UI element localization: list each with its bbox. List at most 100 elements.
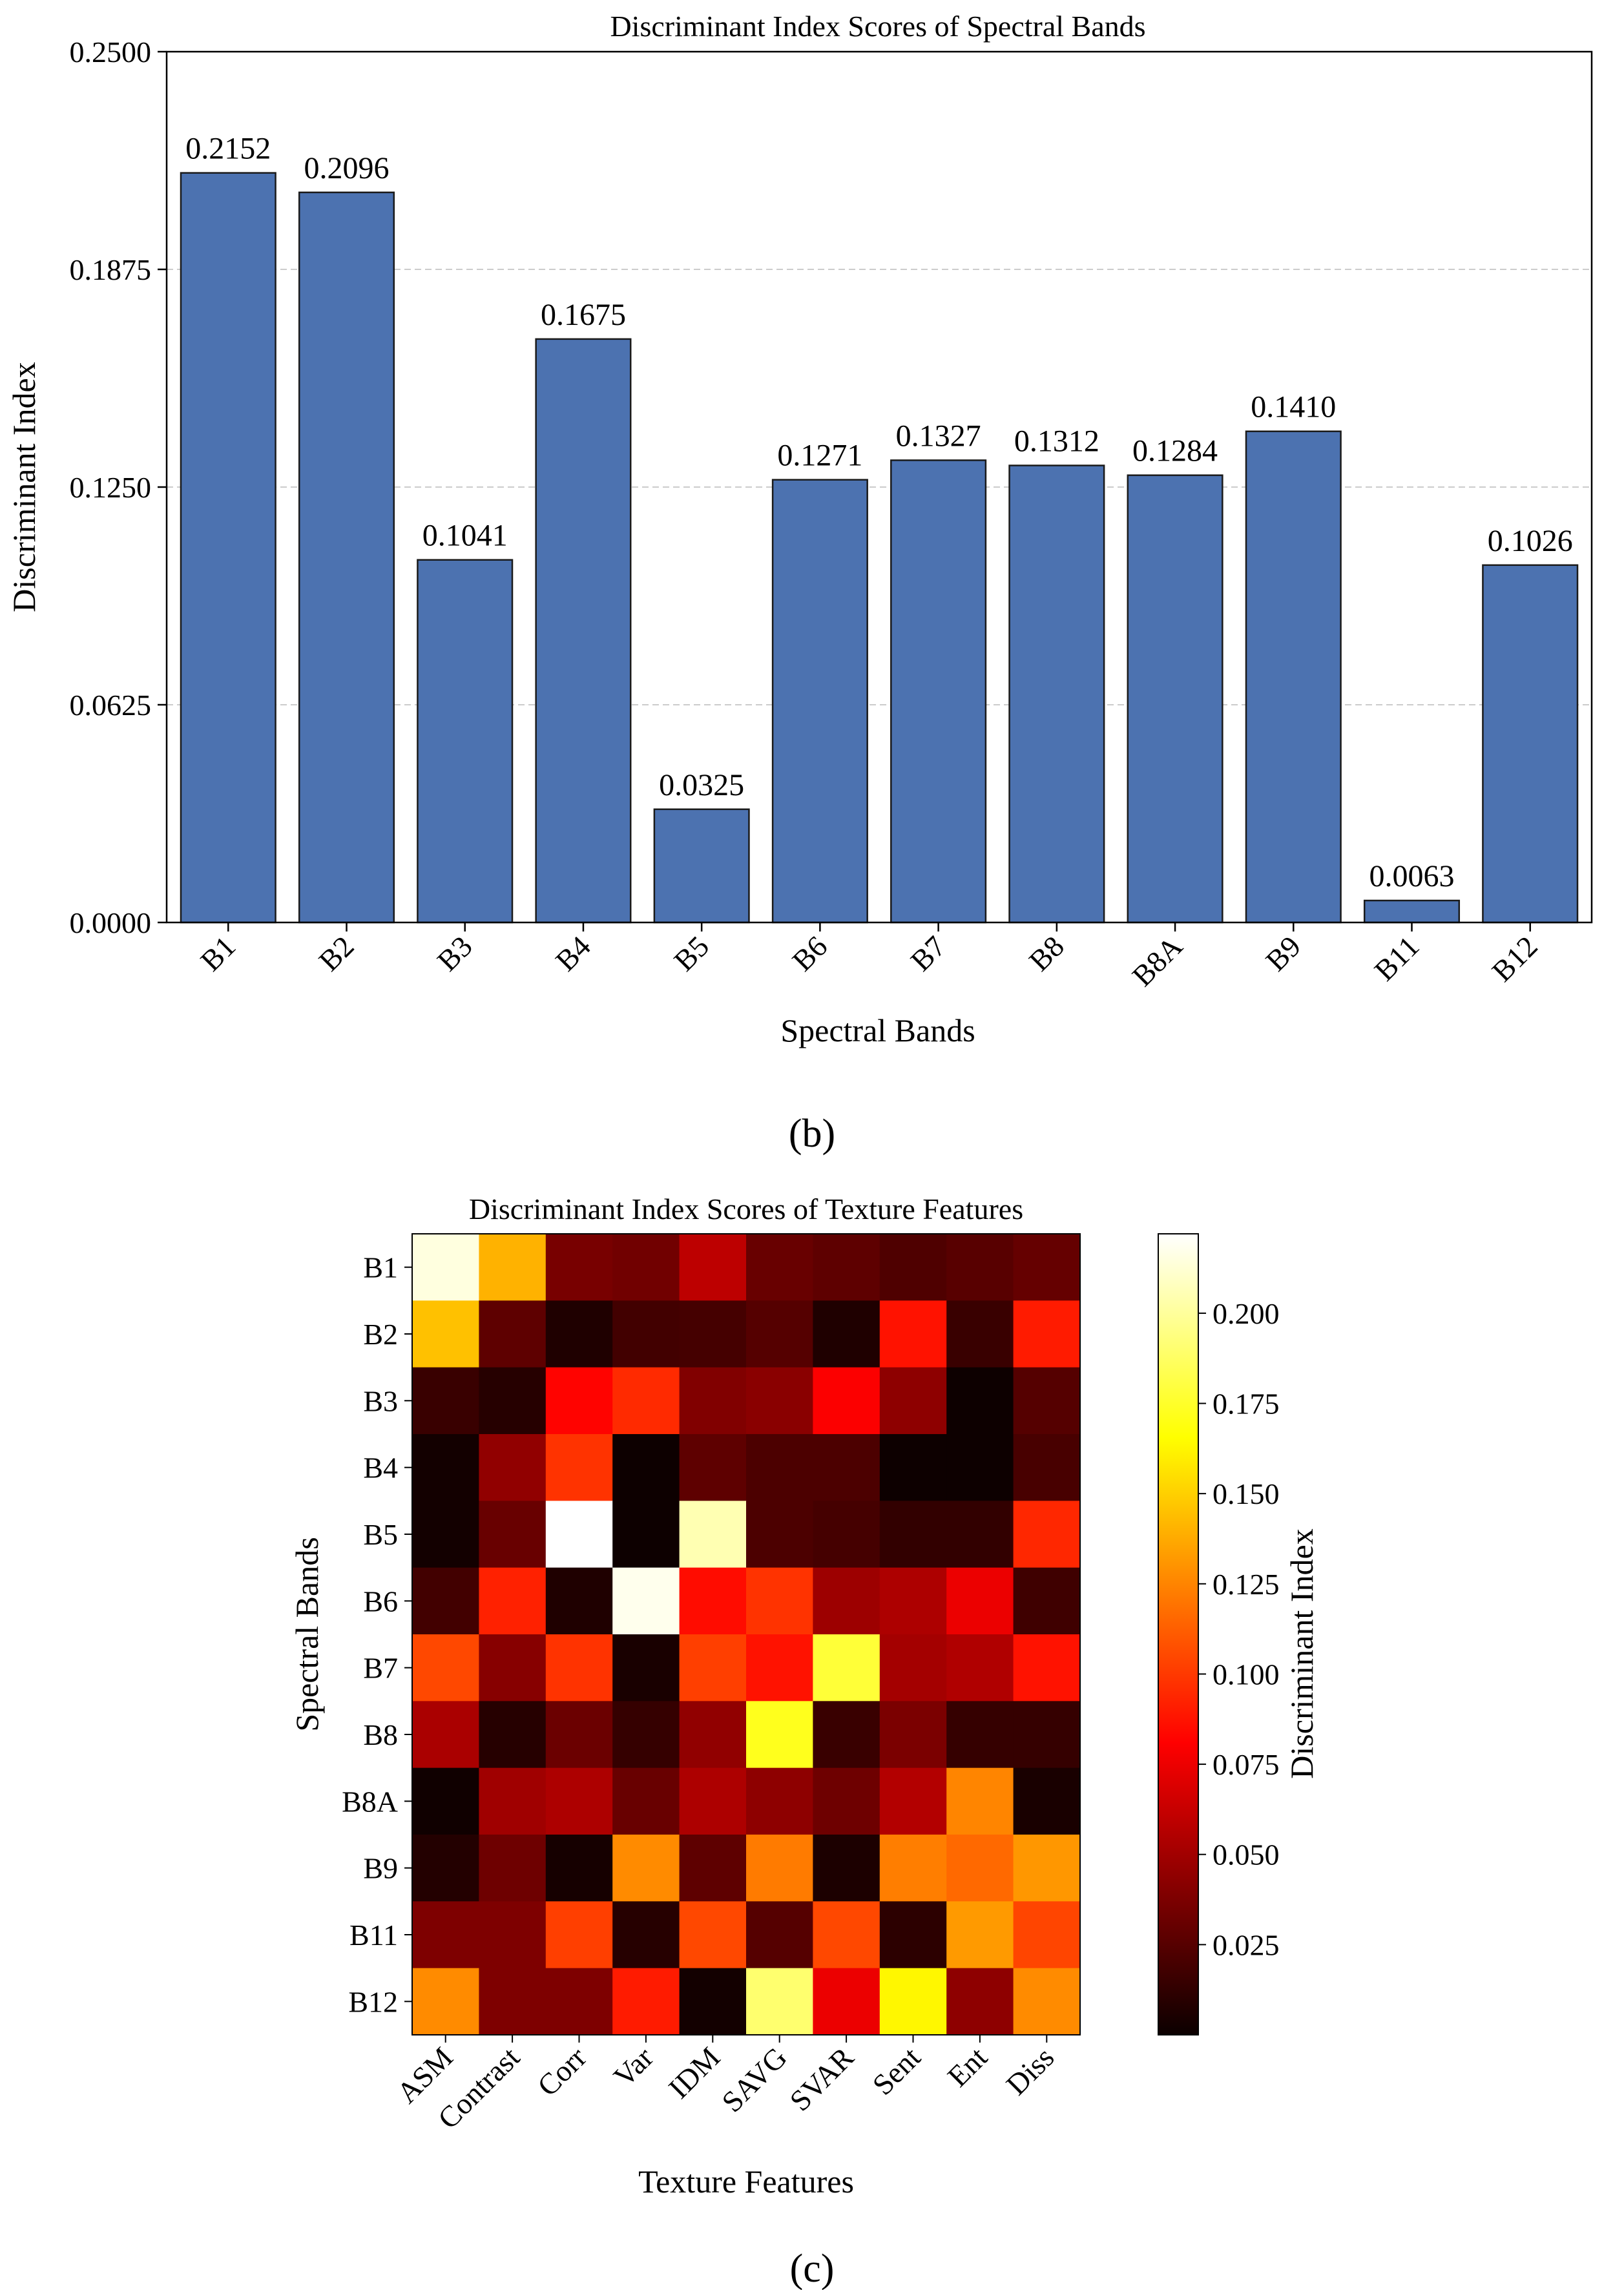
heatmap-cell <box>412 1968 479 2035</box>
heatmap-cell <box>1013 1968 1081 2035</box>
heatmap-y-tick-label: B1 <box>363 1251 398 1284</box>
bar-value-label: 0.1026 <box>1488 524 1573 558</box>
bar-chart-title: Discriminant Index Scores of Spectral Ba… <box>610 10 1145 43</box>
bar-value-label: 0.1041 <box>422 519 508 553</box>
heatmap-cells <box>412 1234 1081 2035</box>
heatmap-cell <box>479 1968 547 2035</box>
heatmap-cell <box>746 1634 813 1702</box>
heatmap-cell <box>545 1767 613 1835</box>
bar-value-label: 0.2152 <box>185 132 271 166</box>
heatmap-cell <box>479 1567 547 1635</box>
heatmap-cell <box>1013 1767 1081 1835</box>
heatmap-cell <box>612 1901 680 1969</box>
heatmap-cell <box>679 1367 747 1435</box>
bar-value-label: 0.2096 <box>304 151 389 185</box>
heatmap-cell <box>612 1767 680 1835</box>
heatmap-y-tick-label: B3 <box>363 1384 398 1417</box>
heatmap-y-tick-label: B2 <box>363 1318 398 1351</box>
bar-B7 <box>890 459 987 924</box>
bar-B2 <box>298 191 395 924</box>
heatmap-cell <box>612 1501 680 1568</box>
heatmap-x-tick-label: SVAR <box>784 2041 860 2118</box>
heatmap-cell <box>479 1835 547 1902</box>
heatmap-cell <box>813 1567 880 1635</box>
bar-x-tick-label: B3 <box>431 930 479 977</box>
heatmap-cell <box>412 1901 479 1969</box>
heatmap-cell <box>746 1300 813 1368</box>
heatmap-cell <box>612 1968 680 2035</box>
heatmap-cell <box>813 1968 880 2035</box>
heatmap-cell <box>412 1300 479 1368</box>
heatmap-cell <box>545 1367 613 1435</box>
heatmap-x-tick-label: Var <box>607 2041 660 2093</box>
heatmap-cell <box>879 1367 947 1435</box>
bar-value-label: 0.0063 <box>1369 859 1455 893</box>
heatmap-cell <box>946 1835 1014 1902</box>
heatmap-cell <box>679 1835 747 1902</box>
heatmap-cell <box>813 1501 880 1568</box>
bar-B6 <box>771 479 868 924</box>
bar-B12 <box>1482 564 1579 924</box>
heatmap-x-tick-label: Corr <box>531 2041 593 2103</box>
colorbar <box>1158 1233 1199 2035</box>
heatmap-y-tick-label: B8A <box>342 1785 398 1818</box>
heatmap-cell <box>545 1634 613 1702</box>
heatmap-cell <box>412 1634 479 1702</box>
heatmap-cell <box>479 1434 547 1501</box>
bar-value-label: 0.0325 <box>659 768 744 802</box>
heatmap-cell <box>612 1567 680 1635</box>
heatmap-cell <box>1013 1434 1081 1501</box>
heatmap-cell <box>1013 1634 1081 1702</box>
heatmap-cell <box>679 1434 747 1501</box>
heatmap-x-tick-label: Sent <box>866 2041 927 2101</box>
heatmap-cell <box>946 1968 1014 2035</box>
heatmap-cell <box>946 1701 1014 1769</box>
heatmap-cell <box>679 1234 747 1301</box>
heatmap-cell <box>545 1835 613 1902</box>
heatmap-cell <box>679 1701 747 1769</box>
heatmap-cell <box>679 1567 747 1635</box>
heatmap-cell <box>946 1567 1014 1635</box>
heatmap-cell <box>545 1434 613 1501</box>
heatmap-cell <box>612 1300 680 1368</box>
heatmap-cell <box>479 1701 547 1769</box>
colorbar-tick-label: 0.100 <box>1213 1658 1280 1691</box>
bar-x-tick-label: B8 <box>1023 930 1070 977</box>
heatmap-cell <box>813 1767 880 1835</box>
heatmap-cell <box>612 1367 680 1435</box>
heatmap-x-axis-label: Texture Features <box>638 2163 854 2200</box>
bar-x-tick-label: B7 <box>904 930 952 977</box>
bar-B4 <box>535 338 632 924</box>
heatmap-cell <box>879 1434 947 1501</box>
heatmap-cell <box>679 1501 747 1568</box>
bar-y-tick-label: 0.1250 <box>70 471 152 504</box>
bar-y-tick-label: 0.0000 <box>70 906 152 939</box>
bar-value-labels: 0.2152 0.2096 0.1041 0.1675 0.0325 0.1271 0.13… <box>185 132 1572 893</box>
heatmap-cell <box>412 1434 479 1501</box>
heatmap-y-tick-label: B9 <box>363 1852 398 1885</box>
heatmap-cell <box>879 1701 947 1769</box>
heatmap-cell <box>813 1901 880 1969</box>
heatmap-cell <box>679 1901 747 1969</box>
panel-label-c: (c) <box>790 2247 835 2290</box>
heatmap-y-tick-label: B4 <box>363 1452 398 1484</box>
heatmap-cell <box>612 1701 680 1769</box>
bar-y-tick-label: 0.2500 <box>70 36 152 68</box>
heatmap-cell <box>746 1234 813 1301</box>
bar-x-tick-label: B12 <box>1486 930 1544 988</box>
heatmap-cell <box>612 1434 680 1501</box>
bar-chart-panel: Discriminant Index Scores of Spectral Ba… <box>6 10 1593 1156</box>
heatmap-cell <box>412 1767 479 1835</box>
heatmap-cell <box>746 1501 813 1568</box>
heatmap-cell <box>813 1634 880 1702</box>
bar-B8 <box>1008 464 1105 924</box>
heatmap-title: Discriminant Index Scores of Texture Fea… <box>469 1192 1023 1225</box>
heatmap-cell <box>545 1968 613 2035</box>
heatmap-y-tick-label: B8 <box>363 1718 398 1751</box>
bar-B9 <box>1245 430 1342 924</box>
heatmap-y-tick-label: B6 <box>363 1585 398 1618</box>
bar-B11 <box>1363 899 1461 924</box>
heatmap-cell <box>746 1701 813 1769</box>
heatmap-cell <box>545 1701 613 1769</box>
